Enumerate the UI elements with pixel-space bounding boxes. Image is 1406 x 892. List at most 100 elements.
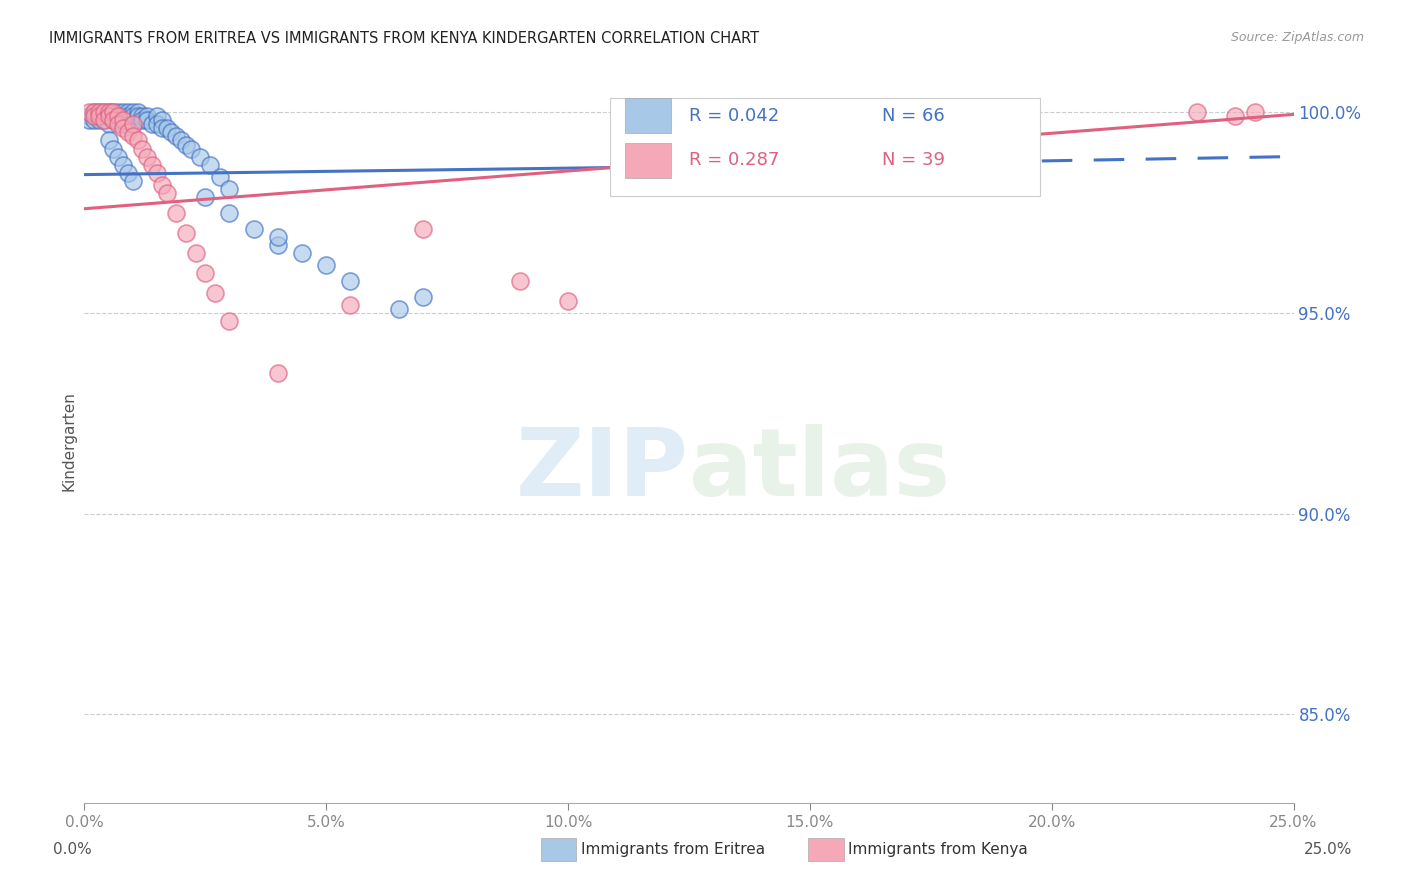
Point [339,274,361,288]
Point [103,142,125,156]
Text: atlas: atlas [689,425,950,516]
Point [127,105,149,120]
Point [146,166,169,180]
Point [150,113,173,128]
Point [112,110,135,124]
Point [121,118,143,132]
Point [107,113,129,128]
Point [267,238,290,252]
Point [112,105,135,120]
Point [121,174,143,188]
Point [117,166,139,180]
Text: ZIP: ZIP [516,425,689,516]
Text: Immigrants from Kenya: Immigrants from Kenya [848,842,1028,856]
Point [112,118,135,132]
Point [112,113,135,128]
Bar [624,98,671,133]
Point [107,118,129,132]
Point [103,113,125,128]
Point [87,113,110,128]
Point [131,110,153,124]
Point [117,105,139,120]
Y-axis label: Kindergarten: Kindergarten [60,392,76,491]
Point [204,286,226,301]
Point [136,150,159,164]
Point [218,182,240,196]
Text: R = 0.287: R = 0.287 [689,152,779,169]
Point [112,158,135,172]
Point [87,110,110,124]
Point [87,105,110,120]
Point [117,113,139,128]
Text: 0.0%: 0.0% [53,842,93,856]
Point [83,105,105,120]
Point [103,113,125,128]
Point [155,121,177,136]
Point [121,129,143,144]
Point [155,186,177,200]
Point [146,118,169,132]
Point [194,266,217,280]
Point [87,105,110,120]
Point [165,206,187,220]
Point [1225,110,1247,124]
Point [174,137,197,152]
Point [77,113,100,128]
Point [121,110,143,124]
Point [103,110,125,124]
Point [194,190,217,204]
Point [388,302,411,317]
Point [93,113,115,128]
Point [557,294,579,309]
Point [97,105,120,120]
Text: IMMIGRANTS FROM ERITREA VS IMMIGRANTS FROM KENYA KINDERGARTEN CORRELATION CHART: IMMIGRANTS FROM ERITREA VS IMMIGRANTS FR… [49,31,759,46]
Point [107,150,129,164]
Point [141,118,163,132]
Point [218,314,240,328]
Point [107,110,129,124]
Point [136,110,159,124]
Point [97,110,120,124]
Bar [624,143,671,178]
Point [77,110,100,124]
Point [97,118,120,132]
Point [141,158,163,172]
Point [97,110,120,124]
Point [83,113,105,128]
Point [83,105,105,120]
Text: Source: ZipAtlas.com: Source: ZipAtlas.com [1230,31,1364,45]
Text: 25.0%: 25.0% [1305,842,1353,856]
Point [112,121,135,136]
Point [93,105,115,120]
Point [97,134,120,148]
Point [83,110,105,124]
Point [198,158,221,172]
Point [83,110,105,124]
Text: R = 0.042: R = 0.042 [689,107,779,125]
Point [180,142,202,156]
Point [131,142,153,156]
Point [117,126,139,140]
Point [242,222,264,236]
Point [97,105,120,120]
Point [121,118,143,132]
Point [77,105,100,120]
Point [107,110,129,124]
Text: Immigrants from Eritrea: Immigrants from Eritrea [581,842,765,856]
Point [136,113,159,128]
Point [412,290,434,304]
Point [93,113,115,128]
Point [509,274,531,288]
Point [184,246,207,260]
Point [339,298,361,312]
Point [93,105,115,120]
Point [150,178,173,192]
Point [1185,105,1208,120]
FancyBboxPatch shape [610,98,1039,196]
Point [103,105,125,120]
Point [315,258,337,272]
Point [150,121,173,136]
Point [117,110,139,124]
Point [165,129,187,144]
Point [208,169,231,184]
